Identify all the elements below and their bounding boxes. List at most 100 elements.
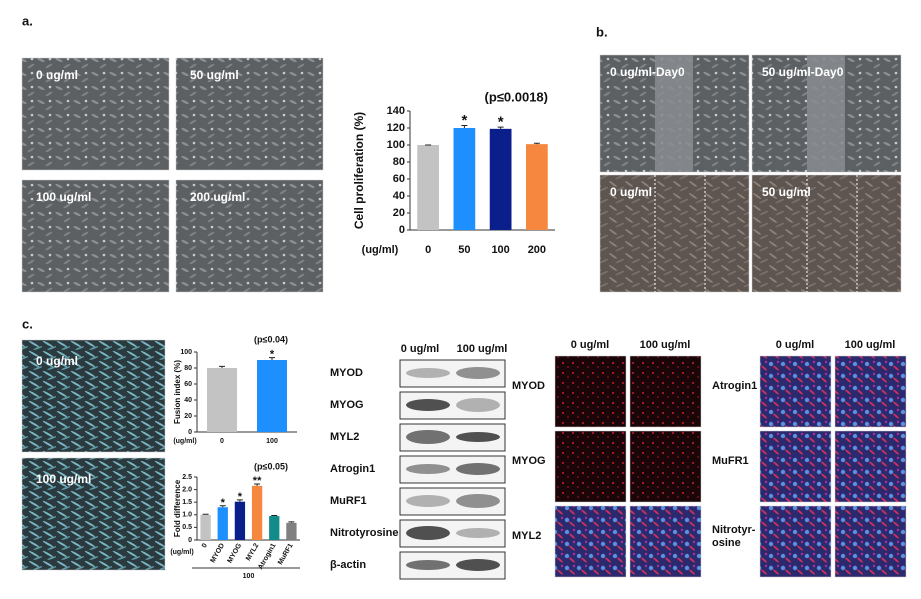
- blot-band: [406, 495, 450, 507]
- blot-band: [406, 464, 450, 474]
- error-bar: [236, 499, 243, 502]
- x-tick-label: MuRF1: [277, 542, 295, 566]
- micrograph: [21, 179, 170, 293]
- blot-band: [456, 463, 500, 475]
- x-tick-label: 200: [528, 244, 546, 256]
- x-tick-label: 0: [425, 244, 431, 256]
- image-label: 0 ug/ml-Day0: [610, 65, 685, 79]
- blot-band: [456, 528, 500, 538]
- micrograph: [21, 57, 170, 171]
- annotation: (p≤0.05): [254, 461, 288, 471]
- y-tick-label: 0: [188, 537, 192, 544]
- micrograph: [21, 457, 166, 571]
- x-tick-label: 0: [201, 542, 209, 549]
- bar: [257, 360, 287, 432]
- micrograph: [834, 355, 907, 428]
- error-bar: [461, 124, 468, 128]
- y-tick-label: 80: [184, 365, 192, 372]
- significance: **: [253, 475, 262, 487]
- x-unit-label: (ug/ml): [170, 549, 193, 556]
- y-tick-label: 0: [399, 224, 405, 236]
- row-label: MYOG: [512, 455, 546, 467]
- x-unit-label: (ug/ml): [173, 438, 196, 445]
- y-tick-label: 20: [393, 207, 405, 219]
- y-tick-label: 1.0: [182, 512, 192, 519]
- panel-label: c.: [22, 316, 33, 331]
- blot-band: [456, 494, 500, 508]
- blot-band: [456, 559, 500, 571]
- column-header: 100 ug/ml: [457, 343, 508, 355]
- error-bar: [219, 365, 225, 368]
- blot-band: [406, 368, 450, 378]
- row-label: osine: [712, 537, 741, 549]
- image-label: 0 ug/ml: [610, 185, 652, 199]
- blot-band: [456, 432, 500, 442]
- blot-frame: [399, 487, 506, 516]
- significance: *: [238, 491, 243, 503]
- y-tick-label: 40: [184, 397, 192, 404]
- error-bar: [202, 513, 209, 515]
- bar: [286, 522, 297, 540]
- bar: [269, 516, 280, 540]
- column-header: 0 ug/ml: [776, 339, 815, 351]
- x-tick-label: 100: [266, 438, 278, 445]
- image-label: 200 ug/ml: [190, 190, 245, 204]
- error-bar: [271, 515, 278, 517]
- blot-band: [406, 526, 450, 540]
- micrograph: [175, 57, 324, 171]
- error-bar: [269, 357, 275, 360]
- scratch-gap: [655, 55, 693, 172]
- image-label: 50 ug/ml: [190, 68, 239, 82]
- x-unit-label: (ug/ml): [362, 244, 399, 256]
- row-label: Nitrotyrosine: [330, 527, 398, 539]
- column-header: 100 ug/ml: [640, 339, 691, 351]
- y-axis-label: Fusion index (%): [173, 360, 182, 424]
- y-tick-label: 80: [393, 156, 405, 168]
- micrograph: [554, 505, 627, 578]
- error-bar: [254, 483, 261, 486]
- panel-label: a.: [22, 13, 33, 28]
- blot-band: [456, 398, 500, 412]
- blot-band: [406, 560, 450, 570]
- column-header: 100 ug/ml: [845, 339, 896, 351]
- image-label: 0 ug/ml: [36, 354, 78, 368]
- group-label: 100: [243, 573, 255, 580]
- x-tick-label: MYOG: [226, 542, 243, 565]
- y-tick-label: 140: [387, 105, 405, 117]
- y-tick-label: 2.5: [182, 474, 192, 481]
- micrograph: [175, 179, 324, 293]
- micrograph: [629, 355, 702, 428]
- error-bar: [288, 521, 295, 523]
- panel-label: b.: [596, 24, 608, 39]
- image-label: 100 ug/ml: [36, 190, 91, 204]
- y-tick-label: 2.0: [182, 486, 192, 493]
- micrograph: [629, 430, 702, 503]
- row-label: Nitrotyr-: [712, 524, 756, 536]
- row-label: MYL2: [330, 431, 359, 443]
- row-label: MuFR1: [712, 455, 749, 467]
- micrograph: [751, 174, 902, 293]
- micrograph: [759, 430, 832, 503]
- column-header: 0 ug/ml: [401, 343, 440, 355]
- micrograph: [834, 430, 907, 503]
- bar: [417, 145, 439, 230]
- y-axis-label: Fold difference: [173, 479, 182, 537]
- row-label: MYOG: [330, 399, 364, 411]
- y-tick-label: 20: [184, 413, 192, 420]
- row-label: Atrogin1: [330, 463, 375, 475]
- y-axis-label: Cell proliferation (%): [352, 112, 366, 229]
- y-tick-label: 0: [188, 429, 192, 436]
- micrograph: [759, 505, 832, 578]
- x-tick-label: 0: [220, 438, 224, 445]
- significance: *: [498, 114, 504, 131]
- row-label: MYOD: [512, 380, 545, 392]
- bar: [489, 128, 512, 230]
- x-tick-label: 100: [491, 244, 509, 256]
- error-bar: [219, 505, 226, 508]
- image-label: 50 ug/ml-Day0: [762, 65, 844, 79]
- blot-band: [456, 367, 500, 379]
- scratch-gap: [807, 55, 845, 172]
- image-label: 0 ug/ml: [36, 68, 78, 82]
- x-tick-label: MYOD: [210, 542, 227, 564]
